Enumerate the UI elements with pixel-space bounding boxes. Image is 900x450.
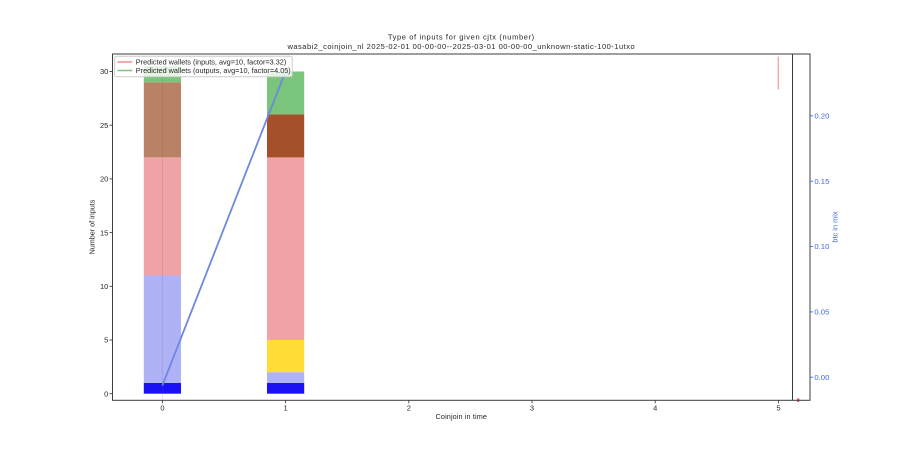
svg-text:Predicted wallets (inputs, avg: Predicted wallets (inputs, avg=10, facto…: [136, 58, 286, 67]
svg-text:Predicted wallets (outputs, av: Predicted wallets (outputs, avg=10, fact…: [136, 66, 291, 75]
svg-text:2: 2: [407, 403, 411, 412]
svg-text:Coinjoin in time: Coinjoin in time: [436, 412, 488, 421]
svg-text:25: 25: [100, 121, 108, 130]
svg-text:1: 1: [284, 403, 288, 412]
svg-text:0.15: 0.15: [814, 177, 829, 186]
svg-text:wasabi2_coinjoin_nl 2025-02-01: wasabi2_coinjoin_nl 2025-02-01 00-00-00-…: [286, 42, 635, 51]
svg-text:5: 5: [104, 336, 108, 345]
svg-text:0.05: 0.05: [814, 308, 829, 317]
svg-text:30: 30: [100, 67, 108, 76]
svg-text:3: 3: [530, 403, 534, 412]
svg-text:0.00: 0.00: [814, 373, 829, 382]
svg-text:btc in mix: btc in mix: [830, 211, 839, 243]
svg-text:0.20: 0.20: [814, 112, 829, 121]
svg-text:0: 0: [160, 403, 164, 412]
svg-text:15: 15: [100, 228, 108, 237]
svg-text:Number of inputs: Number of inputs: [88, 199, 97, 254]
svg-text:20: 20: [100, 175, 108, 184]
svg-text:5: 5: [776, 403, 780, 412]
svg-text:0.10: 0.10: [814, 242, 829, 251]
svg-text:10: 10: [100, 282, 108, 291]
svg-text:4: 4: [653, 403, 657, 412]
svg-text:Type of inputs for given cjtx: Type of inputs for given cjtx (number): [388, 32, 535, 41]
svg-text:0: 0: [104, 389, 108, 398]
